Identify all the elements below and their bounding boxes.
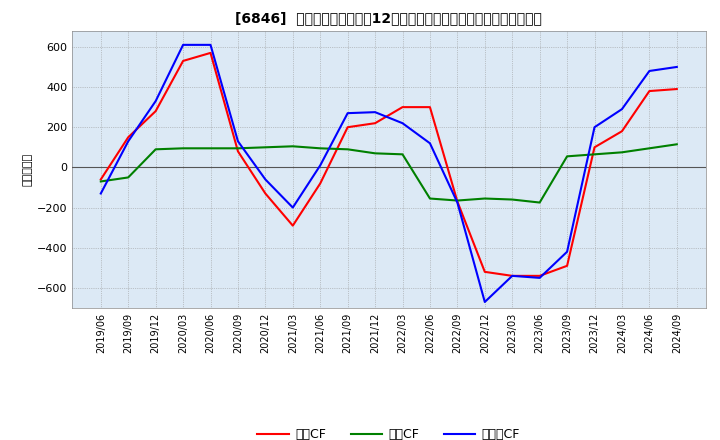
- 投資CF: [96, 179, 105, 184]
- 投資CF: [261, 145, 270, 150]
- 投資CF: [343, 147, 352, 152]
- フリーCF: [316, 163, 325, 168]
- 営業CF: [536, 273, 544, 279]
- 投資CF: [590, 152, 599, 157]
- 営業CF: [618, 128, 626, 134]
- フリーCF: [426, 141, 434, 146]
- フリーCF: [672, 64, 681, 70]
- 投資CF: [426, 196, 434, 201]
- Line: 営業CF: 営業CF: [101, 53, 677, 276]
- フリーCF: [590, 125, 599, 130]
- フリーCF: [618, 106, 626, 112]
- 営業CF: [151, 109, 160, 114]
- 投資CF: [672, 142, 681, 147]
- フリーCF: [124, 139, 132, 144]
- 営業CF: [289, 223, 297, 228]
- 営業CF: [343, 125, 352, 130]
- フリーCF: [96, 191, 105, 196]
- 投資CF: [645, 146, 654, 151]
- 営業CF: [261, 191, 270, 196]
- フリーCF: [206, 42, 215, 48]
- 投資CF: [398, 152, 407, 157]
- Legend: 営業CF, 投資CF, フリーCF: 営業CF, 投資CF, フリーCF: [253, 423, 525, 440]
- 投資CF: [124, 175, 132, 180]
- 営業CF: [563, 263, 572, 268]
- フリーCF: [151, 99, 160, 104]
- 投資CF: [371, 150, 379, 156]
- Title: [6846]  キャッシュフローの12か月移動合計の対前年同期増減額の推移: [6846] キャッシュフローの12か月移動合計の対前年同期増減額の推移: [235, 11, 542, 26]
- 営業CF: [398, 104, 407, 110]
- フリーCF: [289, 205, 297, 210]
- Line: 投資CF: 投資CF: [101, 144, 677, 202]
- 投資CF: [289, 143, 297, 149]
- 営業CF: [96, 177, 105, 182]
- 投資CF: [480, 196, 489, 201]
- フリーCF: [508, 273, 516, 279]
- 営業CF: [179, 58, 187, 63]
- Y-axis label: （百万円）: （百万円）: [22, 153, 32, 186]
- 営業CF: [645, 88, 654, 94]
- 投資CF: [206, 146, 215, 151]
- 営業CF: [124, 135, 132, 140]
- フリーCF: [343, 110, 352, 116]
- 投資CF: [536, 200, 544, 205]
- 投資CF: [233, 146, 242, 151]
- Line: フリーCF: フリーCF: [101, 45, 677, 302]
- 営業CF: [371, 121, 379, 126]
- 営業CF: [233, 149, 242, 154]
- フリーCF: [645, 68, 654, 73]
- 営業CF: [480, 269, 489, 275]
- 投資CF: [151, 147, 160, 152]
- フリーCF: [233, 139, 242, 144]
- 営業CF: [590, 145, 599, 150]
- 投資CF: [508, 197, 516, 202]
- 投資CF: [453, 198, 462, 203]
- フリーCF: [371, 110, 379, 115]
- フリーCF: [563, 249, 572, 254]
- フリーCF: [480, 299, 489, 304]
- フリーCF: [398, 121, 407, 126]
- 投資CF: [618, 150, 626, 155]
- フリーCF: [179, 42, 187, 48]
- 営業CF: [453, 199, 462, 204]
- フリーCF: [453, 200, 462, 205]
- 投資CF: [563, 154, 572, 159]
- 営業CF: [316, 181, 325, 186]
- フリーCF: [536, 275, 544, 281]
- 投資CF: [179, 146, 187, 151]
- 営業CF: [426, 104, 434, 110]
- 営業CF: [508, 273, 516, 279]
- 営業CF: [206, 50, 215, 55]
- フリーCF: [261, 177, 270, 182]
- 営業CF: [672, 86, 681, 92]
- 投資CF: [316, 146, 325, 151]
